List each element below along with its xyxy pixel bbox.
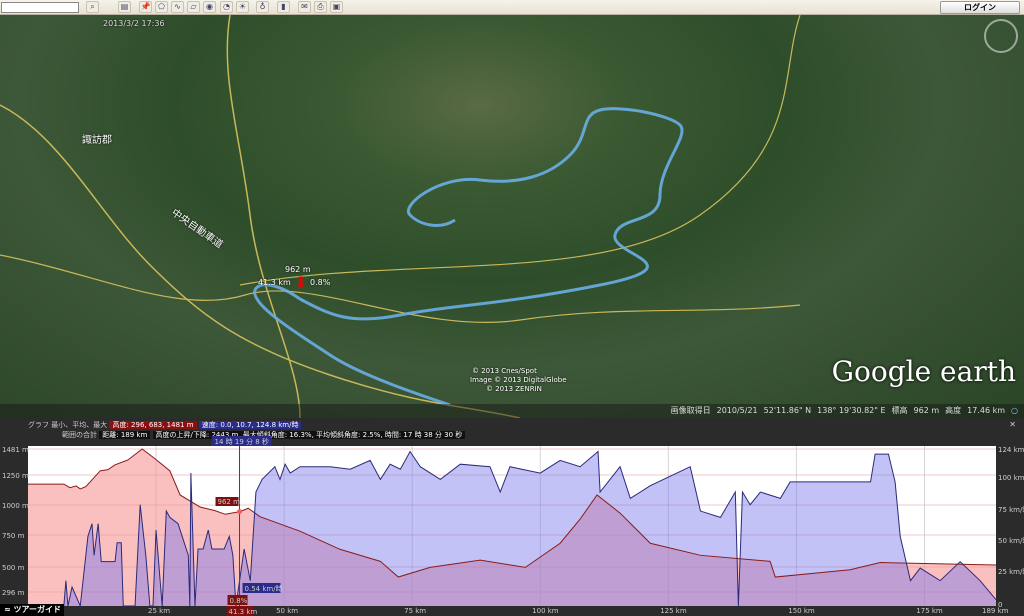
imagery-date: 2010/5/21 xyxy=(716,406,758,415)
marker-grade: 0.8% xyxy=(310,278,331,287)
elevation-label: 標高 xyxy=(891,406,908,415)
copyright-1: © 2013 Cnes/Spot xyxy=(472,367,537,375)
speed-line xyxy=(28,450,997,608)
cursor-speed-box xyxy=(242,583,281,593)
y-right-tick: 75 km/時 xyxy=(998,506,1024,514)
y-right-tick: 50 km/時 xyxy=(998,537,1024,545)
email-icon[interactable]: ✉ xyxy=(298,1,311,13)
copyright-2: Image © 2013 DigitalGlobe xyxy=(470,376,567,384)
map-label-district: 諏訪郡 xyxy=(82,135,112,146)
range-gain-loss: 高度の上昇/下降: 2443 m, 最大傾斜角度: 16.3%, 平均傾斜角度:… xyxy=(152,431,466,439)
stats-label: グラフ 最小、平均、最大 xyxy=(28,421,108,429)
road xyxy=(0,254,801,324)
print-icon[interactable]: ⎙ xyxy=(314,1,327,13)
y-left-tick: 1250 m xyxy=(2,472,29,480)
ruler-icon[interactable]: ▮ xyxy=(277,1,290,13)
x-tick: 150 km xyxy=(788,607,815,615)
cursor-elevation: 962 m xyxy=(218,498,241,506)
close-profile-icon[interactable]: ✕ xyxy=(1009,420,1016,429)
map-view[interactable]: 2013/3/2 17:36 諏訪郡 中央自動車道 962 m 41.3 km … xyxy=(0,15,1024,418)
path-icon[interactable]: ∿ xyxy=(171,1,184,13)
search-input[interactable] xyxy=(1,2,79,13)
cursor-grade-box xyxy=(227,595,248,605)
tour-guide-label: ツアーガイド xyxy=(13,605,62,614)
y-left-tick: 296 m xyxy=(2,589,25,597)
map-overlay xyxy=(0,15,801,418)
elevation-area xyxy=(28,449,996,606)
road xyxy=(239,15,801,286)
y-left-tick: 750 m xyxy=(2,532,25,540)
speed-area xyxy=(28,451,996,606)
cursor-km-box xyxy=(226,606,254,616)
time-slider-label: 2013/3/2 17:36 xyxy=(103,19,165,28)
x-tick: 189 km xyxy=(982,607,1009,615)
google-earth-logo: Google earth xyxy=(831,355,1016,388)
y-left-tick: 500 m xyxy=(2,564,25,572)
cursor-time-box xyxy=(211,436,272,446)
longitude: 138° 19'30.82" E xyxy=(817,406,886,415)
sunlight-icon[interactable]: ☀ xyxy=(236,1,249,13)
altitude-label: 高度 xyxy=(945,406,962,415)
marker-elevation: 962 m xyxy=(285,265,311,274)
navigation-compass-icon[interactable] xyxy=(984,19,1018,53)
y-right-tick: 124 km/時 xyxy=(998,446,1024,454)
y-right-tick: 100 km/時 xyxy=(998,474,1024,482)
x-tick: 25 km xyxy=(148,607,170,615)
tour-icon[interactable]: ◉ xyxy=(203,1,216,13)
range-distance: 距離: 189 km xyxy=(99,431,151,439)
x-tick: 50 km xyxy=(276,607,298,615)
x-tick: 175 km xyxy=(916,607,943,615)
y-right-tick: 0 xyxy=(998,601,1002,609)
elevation-stats: 高度: 296, 683, 1481 m xyxy=(109,421,197,429)
road xyxy=(226,15,301,418)
streaming-icon: ○ xyxy=(1011,406,1018,415)
gps-track xyxy=(253,107,684,407)
x-tick: 75 km xyxy=(404,607,426,615)
position-marker-icon[interactable]: ⬇ xyxy=(294,273,308,292)
imagery-date-label: 画像取得日 xyxy=(670,406,711,415)
tour-guide-button[interactable]: ≈ ツアーガイド xyxy=(0,604,64,616)
cursor-elev-box xyxy=(215,497,239,506)
x-tick: 100 km xyxy=(532,607,559,615)
search-icon[interactable]: ⌕ xyxy=(86,1,99,13)
save-image-icon[interactable]: ▣ xyxy=(330,1,343,13)
sidebar-icon[interactable]: ▤ xyxy=(118,1,131,13)
y-left-tick: 1481 m xyxy=(2,446,29,454)
cursor-speed: 0.54 km/時 xyxy=(245,585,283,593)
x-tick: 125 km xyxy=(660,607,687,615)
range-total-label: 範囲の合計 xyxy=(62,431,97,439)
login-button[interactable]: ログイン xyxy=(940,1,1020,14)
altitude-value: 17.46 km xyxy=(967,406,1006,415)
placemark-icon[interactable]: 📌 xyxy=(139,1,152,13)
history-icon[interactable]: ◔ xyxy=(220,1,233,13)
marker-distance: 41.3 km xyxy=(258,278,291,287)
latitude: 52'11.86" N xyxy=(763,406,812,415)
speed-stats: 速度: 0.0, 10.7, 124.8 km/時 xyxy=(198,421,302,429)
toolbar: ⌕ ▤ 📌 ⬠ ∿ ▱ ◉ ◔ ☀ ♁ ▮ ✉ ⎙ ▣ ログイン xyxy=(0,0,1024,15)
status-bar: 画像取得日 2010/5/21 52'11.86" N 138° 19'30.8… xyxy=(0,404,1024,418)
overlay-icon[interactable]: ▱ xyxy=(187,1,200,13)
y-right-tick: 25 km/時 xyxy=(998,568,1024,576)
cursor-km: 41.3 km xyxy=(229,608,258,616)
cursor-time: 14 時 19 分 8 秒 xyxy=(215,437,269,446)
planets-icon[interactable]: ♁ xyxy=(256,1,269,13)
cursor-grade: 0.8% xyxy=(230,597,248,605)
elevation-value: 962 m xyxy=(913,406,940,415)
cursor-point xyxy=(237,509,243,515)
y-left-tick: 1000 m xyxy=(2,502,29,510)
road xyxy=(0,104,521,418)
polygon-icon[interactable]: ⬠ xyxy=(155,1,168,13)
copyright-3: © 2013 ZENRIN xyxy=(486,385,542,393)
